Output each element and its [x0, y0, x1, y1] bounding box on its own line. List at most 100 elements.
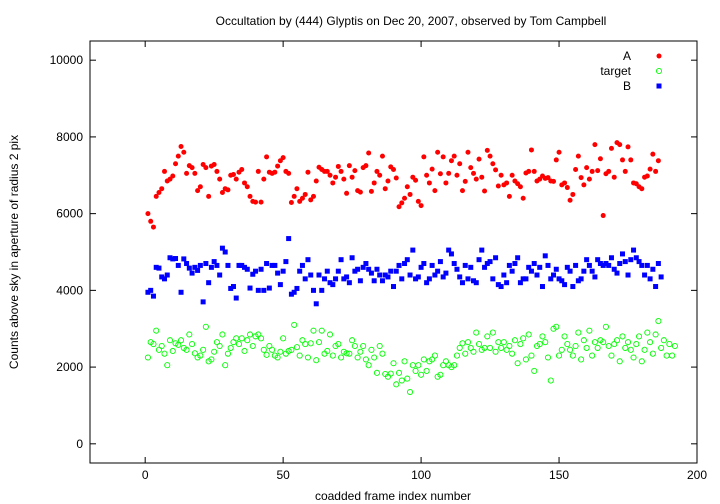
point-b: [308, 272, 314, 278]
point-a: [465, 149, 471, 155]
point-target: [395, 369, 403, 376]
point-b: [468, 264, 474, 270]
point-target: [373, 369, 380, 376]
y-axis-label: Counts above sky in aperture of radius 2…: [7, 135, 21, 369]
point-b: [586, 262, 592, 268]
point-a: [589, 168, 595, 174]
point-a: [644, 173, 650, 179]
point-target: [249, 342, 256, 350]
point-target: [166, 337, 174, 344]
point-a: [551, 178, 557, 184]
point-a: [346, 163, 352, 169]
point-b: [611, 266, 617, 272]
point-a: [255, 168, 261, 174]
point-target: [638, 358, 645, 365]
point-target: [462, 350, 469, 357]
point-a: [562, 180, 568, 186]
point-target: [586, 327, 593, 334]
point-target: [475, 341, 483, 348]
point-a: [170, 173, 176, 179]
x-tick-label: 50: [276, 468, 290, 482]
point-target: [197, 352, 204, 359]
point-target: [258, 335, 265, 342]
point-a: [341, 176, 347, 182]
point-b: [584, 257, 590, 263]
point-target: [216, 342, 223, 350]
point-target: [169, 347, 176, 355]
point-target: [343, 350, 350, 357]
point-b: [567, 268, 573, 274]
point-b: [217, 272, 223, 278]
point-b: [454, 266, 460, 272]
point-b: [421, 261, 427, 267]
point-target: [509, 350, 516, 357]
point-target: [315, 339, 323, 346]
point-b: [327, 280, 333, 286]
point-a: [620, 157, 626, 163]
point-b: [620, 251, 626, 257]
point-b: [242, 264, 248, 270]
point-b: [545, 262, 551, 268]
point-target: [558, 346, 565, 353]
point-target: [619, 333, 626, 340]
point-b: [484, 261, 490, 267]
point-target: [304, 354, 312, 361]
point-a: [161, 168, 167, 174]
point-a: [653, 168, 659, 174]
point-a: [628, 157, 634, 163]
point-a: [567, 197, 573, 203]
point-a: [622, 168, 628, 174]
point-target: [660, 337, 667, 344]
point-target: [453, 352, 461, 359]
point-target: [484, 333, 491, 340]
point-target: [636, 333, 643, 340]
point-b: [192, 264, 198, 270]
point-target: [561, 333, 568, 340]
point-target: [349, 337, 356, 344]
point-a: [575, 153, 581, 159]
point-target: [310, 327, 317, 334]
point-b: [225, 262, 231, 268]
point-a: [214, 168, 220, 174]
point-b: [534, 272, 540, 278]
point-b: [413, 276, 419, 282]
point-b: [178, 289, 184, 295]
point-target: [633, 341, 640, 348]
point-b: [272, 262, 278, 268]
point-b: [305, 257, 311, 263]
legend-marker: [656, 53, 662, 59]
point-a: [211, 162, 217, 168]
point-a: [217, 176, 223, 182]
y-tick-label: 6000: [56, 207, 83, 221]
point-b: [148, 287, 154, 293]
point-b: [658, 274, 664, 280]
point-b: [628, 257, 634, 263]
point-b: [214, 262, 220, 268]
point-b: [600, 262, 606, 268]
point-b: [161, 276, 167, 282]
point-target: [594, 344, 601, 351]
y-tick-label: 8000: [56, 130, 83, 144]
point-target: [649, 350, 656, 357]
point-a: [647, 166, 653, 172]
point-target: [263, 351, 270, 358]
point-a: [286, 170, 292, 176]
point-b: [175, 262, 181, 268]
point-a: [396, 204, 402, 210]
point-b: [437, 259, 443, 265]
point-b: [639, 262, 645, 268]
point-b: [562, 282, 568, 288]
point-b: [606, 262, 612, 268]
point-b: [537, 264, 543, 270]
point-b: [159, 274, 165, 280]
point-b: [206, 280, 212, 286]
y-axis: 0 2000 4000 6000 8000 10000: [50, 53, 697, 451]
point-a: [302, 191, 308, 197]
point-b: [462, 262, 468, 268]
point-b: [211, 259, 217, 265]
point-target: [655, 318, 662, 325]
point-target: [622, 344, 629, 351]
point-b: [377, 272, 383, 278]
